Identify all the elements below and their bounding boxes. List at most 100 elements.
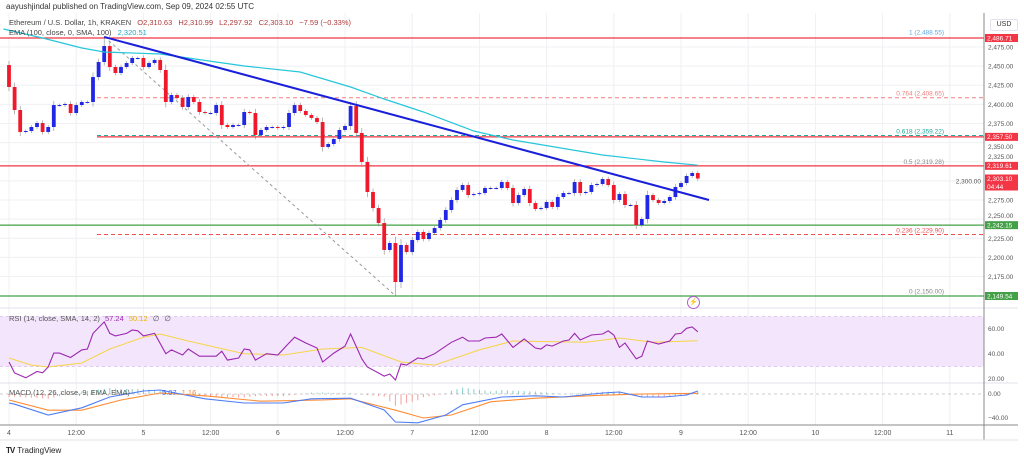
candle-up [242, 112, 247, 126]
current-price-label: 2,303.10 [987, 176, 1013, 183]
candle-down [298, 105, 303, 112]
candle-down [550, 201, 555, 207]
candle-down [303, 111, 308, 115]
macd-line [8, 389, 698, 424]
price-tag-label: 2,242.15 [987, 222, 1013, 229]
high-value: H2,310.99 [178, 18, 213, 27]
candle-down [606, 179, 611, 186]
candle-up [169, 95, 174, 102]
trendline[interactable] [103, 35, 710, 201]
candle-up [281, 127, 286, 129]
candle-up [74, 105, 79, 113]
macd-axis-label: −40.00 [988, 415, 1008, 422]
candle-down [225, 125, 230, 128]
candle-up [595, 184, 599, 186]
rsi-legend[interactable]: RSI (14, close, SMA, 14, 2) 57.24 50.12 … [9, 314, 171, 323]
change-value: −7.59 (−0.33%) [299, 18, 351, 27]
candle-up [589, 185, 594, 192]
ema-legend[interactable]: EMA (100, close, 0, SMA, 100) 2,320.51 [9, 28, 351, 38]
candle-up [639, 218, 644, 226]
candles [7, 36, 700, 296]
candle-down [315, 117, 319, 123]
rsi-sma-line [8, 333, 698, 368]
candle-up [96, 62, 101, 78]
price-tag [985, 221, 1018, 230]
tradingview-logo-icon: TV [6, 446, 15, 455]
macd-panel [8, 387, 699, 424]
candle-up [79, 101, 84, 106]
candle-down [527, 188, 532, 203]
fib-level-label: 0.236 (2,229.90) [896, 228, 944, 235]
candle-up [679, 183, 683, 187]
macd-value: 5.07 [161, 388, 177, 397]
price-axis-label: 2,250.00 [988, 213, 1014, 220]
candle-up [292, 105, 297, 113]
candle-up [264, 127, 269, 130]
candle-up [628, 204, 633, 206]
macd-label: MACD (12, 26, close, 9, EMA, EMA) [9, 388, 130, 397]
candle-up [555, 197, 560, 207]
open-label: O [137, 18, 144, 27]
candle-down [219, 105, 224, 126]
currency-button[interactable]: USD [990, 19, 1018, 31]
candle-down [651, 195, 655, 201]
candle-down [141, 57, 146, 68]
price-tags: 2,486.71 2,357.50 2,319.61 2,242.15 2,149.54… [985, 34, 1018, 300]
candle-up [483, 187, 487, 194]
candle-down [191, 97, 196, 102]
candle-down [275, 127, 280, 129]
candle-up [488, 187, 493, 189]
ema-label: EMA (100, close, 0, SMA, 100) [9, 28, 112, 37]
time-axis-label: 9 [679, 430, 683, 437]
candle-up [399, 245, 403, 283]
candle-up [214, 105, 219, 113]
candle-up [208, 113, 213, 114]
price-tag-label: 2,319.61 [987, 163, 1013, 170]
low-value: L2,297.92 [219, 18, 252, 27]
price-tag-label: 2,149.54 [987, 293, 1013, 300]
candle-up [477, 193, 482, 195]
candle-up [443, 210, 448, 220]
candle-up [684, 175, 689, 184]
candle-down [404, 245, 409, 253]
candle-down [578, 182, 583, 194]
rsi-panel [8, 320, 699, 382]
candle-up [427, 232, 431, 240]
candle-up [231, 125, 235, 128]
candle-up [561, 193, 566, 198]
macd-legend[interactable]: MACD (12, 26, close, 9, EMA, EMA) 5.07 1… [9, 388, 196, 397]
price-tag-label: 2,357.50 [987, 134, 1013, 141]
candle-up [119, 67, 123, 73]
fib-retracement[interactable]: 1 (2,488.55) 0.764 (2,408.65) 0.618 (2,359… [97, 30, 984, 297]
price-axis-label: 2,425.00 [988, 83, 1014, 90]
candle-down [247, 112, 252, 114]
candle-up [471, 194, 476, 196]
price-axis-label: 2,400.00 [988, 102, 1014, 109]
candle-up [617, 194, 622, 201]
candle-down [253, 113, 258, 136]
candle-up [85, 101, 90, 103]
rsi-axis-label: 20.00 [988, 376, 1005, 383]
candle-up [522, 188, 527, 196]
ema-line [3, 28, 698, 166]
price-axis-label: 2,450.00 [988, 64, 1014, 71]
price-axis-label: 2,300.00 [956, 178, 982, 185]
time-axis-label: 7 [410, 430, 414, 437]
candle-up [539, 208, 543, 210]
candle-up [572, 182, 577, 194]
candle-up [57, 105, 62, 107]
macd-axis-label: 0.00 [988, 391, 1001, 398]
tradingview-logo[interactable]: TV TradingView [6, 446, 61, 455]
symbol-title[interactable]: Ethereum / U.S. Dollar, 1h, KRAKEN [9, 18, 132, 27]
candle-up [460, 185, 465, 190]
lightning-icon[interactable]: ⚡ [687, 296, 700, 309]
published-note: aayushjindal published on TradingView.co… [6, 2, 255, 11]
candle-down [107, 46, 112, 68]
time-axis-label: 4 [7, 430, 11, 437]
candle-down [354, 106, 359, 133]
candle-down [40, 123, 45, 132]
ema-value: 2,320.51 [117, 28, 147, 37]
price-axis-label: 2,200.00 [988, 255, 1014, 262]
price-tag-label: 2,486.71 [987, 35, 1013, 42]
